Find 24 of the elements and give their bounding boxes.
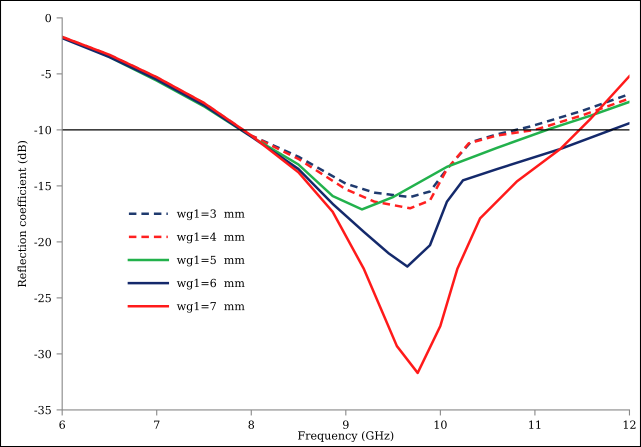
x-tick-label: 8 — [248, 420, 254, 429]
x-tick-label: 11 — [529, 420, 540, 429]
line-series — [62, 36, 630, 268]
y-tick-label: -30 — [34, 350, 52, 358]
y-tick-label: -15 — [34, 182, 51, 190]
y-tick-label: 0 — [45, 14, 52, 22]
legend-label: wg1=3 mm — [176, 209, 245, 220]
x-tick-label: 12 — [624, 420, 636, 429]
legend-label: wg1=7 mm — [176, 302, 245, 313]
y-tick-label: -10 — [34, 126, 52, 134]
legend-label: wg1=6 mm — [176, 278, 245, 290]
y-tick-label: -25 — [34, 294, 51, 302]
y-tick-label: -35 — [34, 406, 51, 414]
x-axis-title: Frequency (GHz) — [298, 431, 394, 442]
y-tick-label: -20 — [34, 238, 52, 246]
y-axis-title: Reflection coefficient (dB) — [18, 141, 28, 288]
y-tick-label: -5 — [41, 70, 51, 78]
x-tick-label: 9 — [342, 420, 349, 429]
x-tick-label: 7 — [154, 420, 160, 429]
x-tick-label: 6 — [59, 420, 66, 429]
line-series — [62, 36, 630, 374]
x-tick-label: 10 — [434, 420, 447, 429]
legend-label: wg1=5 mm — [176, 256, 245, 266]
legend-label: wg1=4 mm — [176, 232, 245, 244]
